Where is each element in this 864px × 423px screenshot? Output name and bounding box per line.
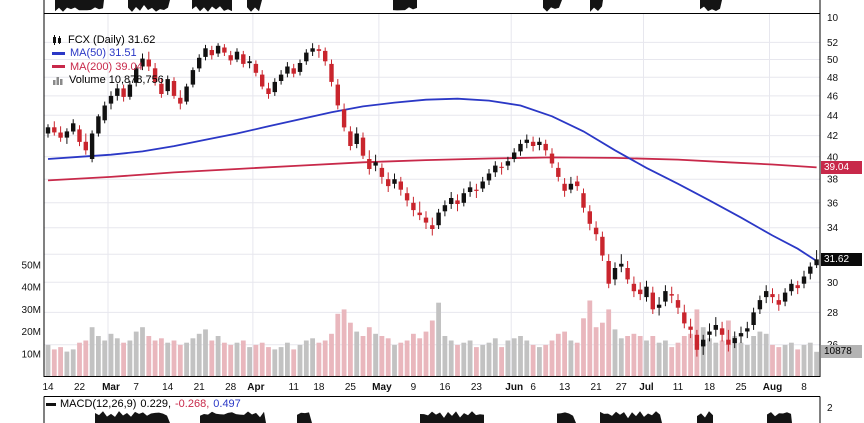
symbol-title: FCX (Daily) 31.62: [68, 33, 156, 46]
svg-text:25: 25: [735, 382, 747, 393]
svg-text:28: 28: [827, 308, 839, 319]
svg-text:Jun: Jun: [505, 382, 523, 393]
svg-text:Aug: Aug: [763, 382, 782, 393]
macd-histogram-value: 0.497: [213, 398, 241, 410]
ma200-label: MA(200) 39.04: [70, 60, 143, 73]
ma50-line: [47, 97, 818, 262]
svg-text:Apr: Apr: [247, 382, 264, 393]
svg-text:14: 14: [162, 382, 174, 393]
pane-borders: [43, 0, 821, 423]
svg-text:Jul: Jul: [639, 382, 654, 393]
svg-text:25: 25: [345, 382, 357, 393]
svg-text:30M: 30M: [22, 305, 41, 316]
svg-text:48: 48: [827, 73, 839, 84]
svg-text:2: 2: [827, 403, 833, 414]
svg-text:40: 40: [827, 152, 839, 163]
svg-text:9: 9: [411, 382, 417, 393]
volume-value-badge: 10878: [821, 345, 862, 358]
svg-text:34: 34: [827, 223, 839, 234]
svg-text:42: 42: [827, 131, 839, 142]
volume-axis-labels: 50M 40M 30M 20M 10M: [22, 261, 41, 361]
legend-symbol-row: FCX (Daily) 31.62: [52, 33, 164, 47]
macd-value: 0.229,: [140, 398, 172, 410]
svg-text:22: 22: [74, 382, 86, 393]
last-price-badge: 31.62: [821, 253, 862, 266]
date-axis-labels: 14 22 Mar 7 14 21 28 Apr 11 18 25 May 9 16 23 Jun 6 13 21 2…: [42, 382, 807, 393]
volume-series: [45, 300, 819, 376]
svg-text:18: 18: [704, 382, 716, 393]
ma200-line-icon: [52, 65, 65, 69]
svg-text:30: 30: [827, 278, 839, 289]
svg-text:36: 36: [827, 198, 839, 209]
svg-text:46: 46: [827, 91, 839, 102]
volume-bars-icon: [53, 76, 63, 85]
macd-legend: MACD(12,26,9) 0.229, -0.268, 0.497: [46, 398, 241, 410]
svg-text:10M: 10M: [22, 349, 41, 360]
legend-volume-row: Volume 10,878,756: [52, 74, 164, 88]
svg-text:18: 18: [313, 382, 325, 393]
svg-text:21: 21: [194, 382, 206, 393]
svg-text:7: 7: [133, 382, 139, 393]
svg-text:44: 44: [827, 111, 839, 122]
svg-text:20M: 20M: [22, 327, 41, 338]
svg-text:11: 11: [289, 382, 300, 393]
svg-text:10: 10: [827, 13, 839, 24]
legend-ma200-row: MA(200) 39.04: [52, 60, 164, 74]
legend-ma50-row: MA(50) 31.51: [52, 47, 164, 61]
svg-text:13: 13: [559, 382, 571, 393]
candlestick-icon: [53, 34, 61, 45]
ma200-value-badge: 39.04: [821, 161, 862, 174]
svg-text:May: May: [372, 382, 392, 393]
chart-legend: FCX (Daily) 31.62 MA(50) 31.51 MA(200) 3…: [52, 33, 164, 87]
ma200-line: [47, 156, 817, 182]
candlestick-series: [45, 43, 819, 357]
macd-line-icon: [46, 402, 56, 406]
cropped-pane-fragments: [55, 0, 792, 423]
svg-text:52: 52: [827, 38, 839, 49]
moving-averages: [47, 97, 818, 262]
svg-text:23: 23: [471, 382, 483, 393]
svg-text:50M: 50M: [22, 261, 41, 272]
svg-text:Mar: Mar: [102, 382, 120, 393]
macd-signal-value: -0.268,: [175, 398, 210, 410]
svg-text:16: 16: [439, 382, 451, 393]
svg-text:38: 38: [827, 175, 839, 186]
ma50-line-icon: [52, 51, 65, 55]
macd-label: MACD(12,26,9): [60, 398, 137, 410]
svg-text:50: 50: [827, 55, 839, 66]
svg-text:6: 6: [530, 382, 536, 393]
volume-legend-label: Volume 10,878,756: [69, 74, 164, 87]
svg-text:14: 14: [42, 382, 54, 393]
svg-text:28: 28: [225, 382, 237, 393]
svg-text:8: 8: [801, 382, 807, 393]
svg-text:11: 11: [673, 382, 684, 393]
ma50-label: MA(50) 31.51: [70, 47, 137, 60]
svg-text:21: 21: [591, 382, 603, 393]
svg-text:27: 27: [616, 382, 628, 393]
svg-text:40M: 40M: [22, 283, 41, 294]
